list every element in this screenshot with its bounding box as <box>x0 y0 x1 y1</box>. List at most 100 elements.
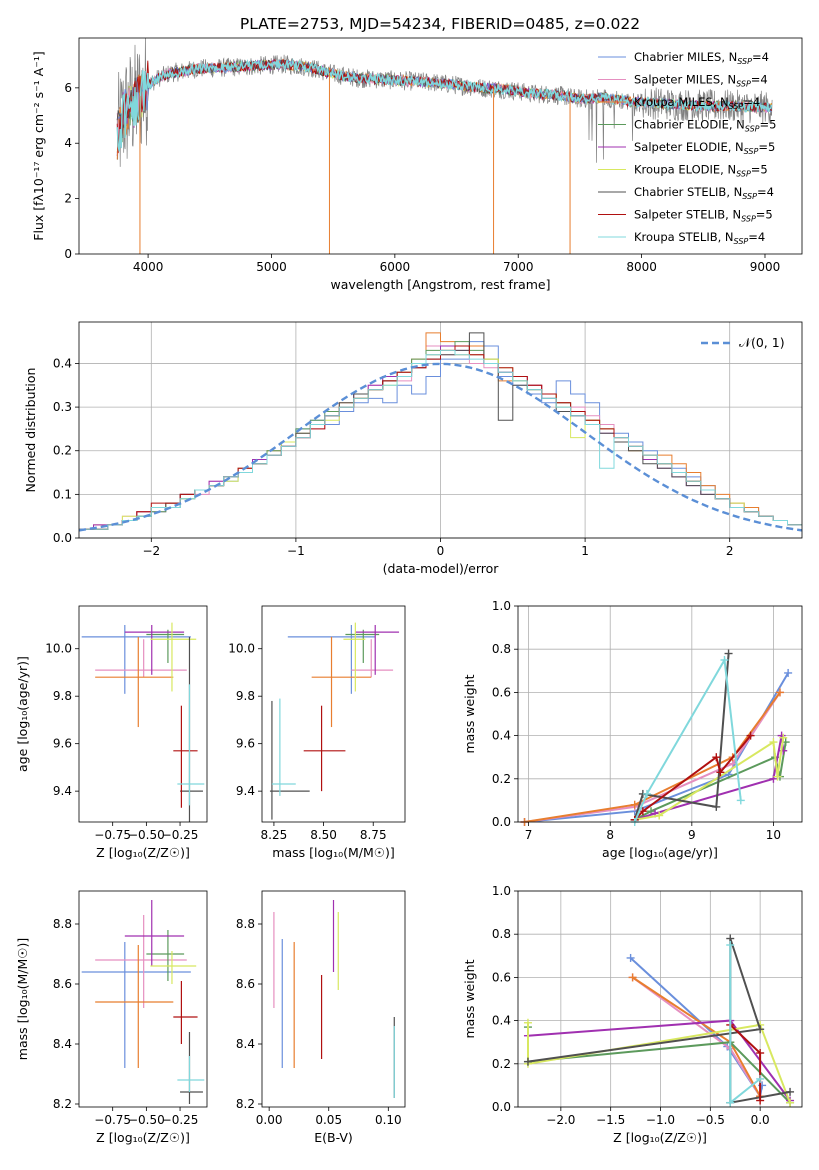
x-tick-label: −0.50 <box>128 828 165 842</box>
y-tick-label: 4 <box>64 136 72 150</box>
x-tick-label: 10 <box>766 828 781 842</box>
x-tick-label: 9000 <box>750 260 781 274</box>
y-tick-label: 8.6 <box>236 977 255 991</box>
y-tick-label: 0.0 <box>492 1100 511 1114</box>
x-tick-label: 5000 <box>256 260 287 274</box>
x-axis-label: (data-model)/error <box>383 561 500 576</box>
weight-line-chabrier-stelib <box>633 653 730 821</box>
legend-subscript: SSP <box>734 237 749 246</box>
x-tick-label: −2 <box>142 544 160 558</box>
y-tick-label: 8.4 <box>53 1037 72 1051</box>
figure-title: PLATE=2753, MJD=54234, FIBERID=0485, z=0… <box>240 15 640 33</box>
y-tick-label: 0.4 <box>53 356 72 370</box>
legend-subscript: SSP <box>745 125 760 134</box>
axes-frame <box>261 605 406 823</box>
weight-line-kroupa-miles <box>632 976 761 1097</box>
y-tick-label: 0.6 <box>492 970 511 984</box>
y-tick-label: 8.4 <box>236 1037 255 1051</box>
x-tick-label: 6000 <box>380 260 411 274</box>
y-tick-label: 8.2 <box>236 1097 255 1111</box>
x-tick-label: 7000 <box>503 260 534 274</box>
legend-entry: Chabrier MILES, NSSP=4 <box>634 50 769 66</box>
x-tick-label: 9 <box>688 828 696 842</box>
y-tick-label: 0.8 <box>492 927 511 941</box>
legend-subscript: SSP <box>736 170 751 179</box>
legend-suffix: =4 <box>748 230 765 244</box>
axes-frame <box>517 890 803 1108</box>
legend-suffix: =4 <box>757 185 774 199</box>
y-axis-label: mass weight <box>462 674 477 753</box>
histogram-kroupa-stelib <box>79 349 802 530</box>
x-tick-label: 0.10 <box>375 1113 402 1127</box>
legend-subscript: SSP <box>744 147 759 156</box>
y-tick-label: 0.8 <box>492 642 511 656</box>
model-spectrum-kroupa-stelib <box>116 58 773 152</box>
x-axis-label: E(B-V) <box>314 1130 353 1145</box>
x-tick-label: 1 <box>581 544 589 558</box>
legend-text: Salpeter STELIB, N <box>634 208 741 222</box>
y-tick-label: 0.3 <box>53 400 72 414</box>
y-tick-label: 0.4 <box>492 1014 511 1028</box>
legend-text: Kroupa MILES, N <box>634 95 729 109</box>
spectrum-panel: 4000 5000 6000 7000 8000 9000 0 2 4 6 wavelength [… <box>31 37 803 292</box>
legend-suffix: =4 <box>743 95 760 109</box>
y-tick-label: 1.0 <box>492 884 511 898</box>
y-tick-label: 9.6 <box>53 737 72 751</box>
weight-line-salpeter-miles <box>632 976 761 1097</box>
x-tick-label: 8 <box>606 828 614 842</box>
mass-vs-metallicity-panel: −0.75−0.50−0.25 8.2 8.4 8.6 8.8 Z [log₁₀(Z/Z☉… <box>15 890 208 1145</box>
y-axis-label: mass weight <box>462 959 477 1038</box>
age-vs-metallicity-panel: −0.75−0.50−0.25 9.4 9.6 9.8 10.0 Z [log₁₀(Z/Z… <box>15 605 208 860</box>
y-tick-label: 0.1 <box>53 487 72 501</box>
legend-entry: 𝒩(0, 1) <box>739 335 785 350</box>
x-tick-label: −0.50 <box>128 1113 165 1127</box>
axes-frame <box>78 37 803 255</box>
x-tick-label: 0 <box>437 544 445 558</box>
legend-entry: Chabrier STELIB, NSSP=4 <box>634 185 774 201</box>
weight-line-salpeter-miles <box>524 691 781 822</box>
legend-text: Chabrier ELODIE, N <box>634 118 745 132</box>
legend-entry: Kroupa MILES, NSSP=4 <box>634 95 760 111</box>
x-tick-label: 4000 <box>133 260 164 274</box>
legend-entry: Salpeter STELIB, NSSP=5 <box>634 208 773 224</box>
residual-histogram-panel: −2 −1 0 1 2 0.0 0.1 0.2 0.3 0.4 (data-model)/error… <box>23 321 803 576</box>
y-tick-label: 0.6 <box>492 685 511 699</box>
x-tick-label: 0.0 <box>751 1113 770 1127</box>
age-vs-mass-panel: 8.25 8.50 8.75 9.4 9.6 9.8 10.0 mass [log₁₀(M/M… <box>228 605 406 860</box>
legend-entry: Salpeter ELODIE, NSSP=5 <box>634 140 775 156</box>
x-axis-label: wavelength [Angstrom, rest frame] <box>330 277 550 292</box>
weight-line-kroupa-elodie <box>527 1022 791 1104</box>
x-tick-label: 8000 <box>626 260 657 274</box>
axes-frame <box>517 605 803 823</box>
legend-text: Salpeter MILES, N <box>634 73 736 87</box>
y-tick-label: 2 <box>64 192 72 206</box>
x-tick-label: 8.75 <box>360 828 387 842</box>
legend-suffix: =4 <box>752 50 769 64</box>
x-axis-label: Z [log₁₀(Z/Z☉)] <box>96 845 190 860</box>
weight-line-salpeter-elodie <box>527 1019 791 1102</box>
axes-frame <box>78 890 208 1108</box>
y-tick-label: 10.0 <box>228 642 255 656</box>
x-axis-label: mass [log₁₀(M/M☉)] <box>272 845 394 860</box>
weight-vs-metallicity-panel: −2.0 −1.5 −1.0 −0.5 0.0 0.0 0.2 0.4 0.6 0.8 1.0 Z [… <box>462 884 803 1145</box>
x-tick-label: 0.05 <box>315 1113 342 1127</box>
weight-line-chabrier-miles <box>524 672 789 822</box>
legend-subscript: SSP <box>742 192 757 201</box>
x-tick-label: 7 <box>525 828 533 842</box>
legend-suffix: =5 <box>760 118 777 132</box>
legend-entry: Salpeter MILES, NSSP=4 <box>634 73 768 89</box>
legend-subscript: SSP <box>737 57 752 66</box>
x-tick-label: −2.0 <box>546 1113 575 1127</box>
y-tick-label: 9.4 <box>53 784 72 798</box>
x-tick-label: −1.5 <box>596 1113 625 1127</box>
y-tick-label: 8.8 <box>236 917 255 931</box>
legend-entry: Chabrier ELODIE, NSSP=5 <box>634 118 776 134</box>
y-tick-label: 8.2 <box>53 1097 72 1111</box>
legend-text: Kroupa ELODIE, N <box>634 163 736 177</box>
legend-entry: Kroupa STELIB, NSSP=4 <box>634 230 765 246</box>
y-tick-label: 0.0 <box>53 531 72 545</box>
y-tick-label: 9.6 <box>236 737 255 751</box>
weight-line-kroupa-stelib <box>729 945 761 1105</box>
weight-line-chabrier-elodie <box>527 1027 791 1104</box>
y-tick-label: 10.0 <box>45 642 72 656</box>
